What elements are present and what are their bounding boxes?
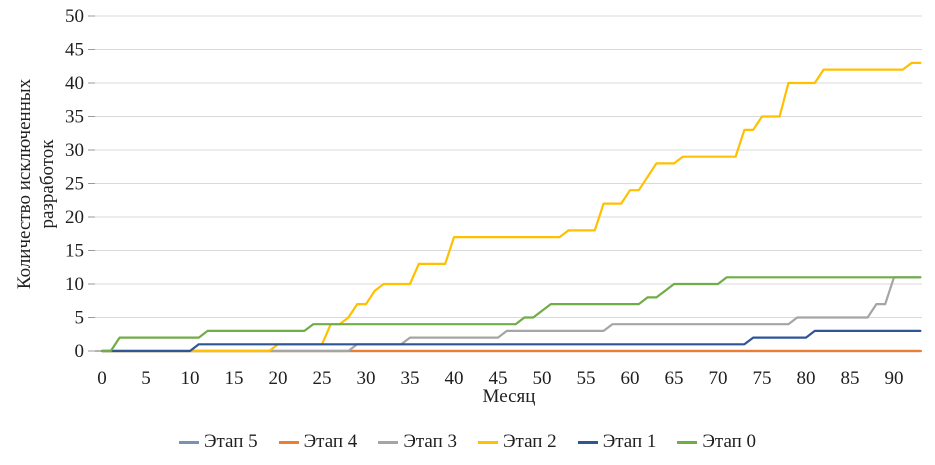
- legend-label: Этап 3: [403, 431, 457, 452]
- legend-label: Этап 4: [303, 431, 358, 452]
- y-axis-tick-label: 45: [65, 40, 84, 61]
- x-axis-tick-label: 15: [225, 368, 244, 389]
- x-axis-tick-label: 45: [489, 368, 508, 389]
- legend-swatch: [677, 440, 698, 444]
- legend-swatch: [478, 440, 498, 444]
- legend-label: Этап 5: [203, 431, 258, 452]
- y-axis-tick-label: 30: [65, 140, 84, 161]
- x-axis-tick-label: 70: [709, 368, 728, 389]
- y-axis-tick-label: 20: [65, 207, 84, 228]
- x-axis-tick-label: 50: [533, 368, 552, 389]
- y-axis-title: Количество исключенных разработок: [13, 79, 59, 289]
- legend-swatch: [278, 440, 299, 444]
- y-axis-tick-label: 35: [65, 107, 84, 128]
- x-axis-tick-label: 60: [621, 368, 640, 389]
- legend-swatch: [577, 440, 598, 444]
- x-axis-tick-label: 55: [577, 368, 596, 389]
- legend-label: Этап 2: [503, 431, 557, 452]
- x-axis-tick-label: 10: [181, 368, 200, 389]
- series-line-etap-1: [100, 329, 922, 353]
- x-axis-title: Месяц: [482, 386, 536, 407]
- chart-legend: Этап 5 Этап 4 Этап 3 Этап 2 Этап 1 Этап 0: [0, 431, 935, 453]
- y-axis-tick-label: 50: [65, 6, 84, 27]
- x-axis-tick-label: 90: [885, 368, 904, 389]
- x-axis-tick-label: 65: [665, 368, 684, 389]
- series-line-etap-3: [100, 276, 922, 353]
- x-axis-tick-label: 85: [841, 368, 860, 389]
- x-axis-tick-label: 20: [269, 368, 288, 389]
- x-axis-tick-label: 0: [97, 368, 107, 389]
- x-axis-tick-label: 40: [445, 368, 464, 389]
- y-axis-tick-label: 0: [75, 341, 85, 362]
- legend-swatch: [178, 440, 199, 444]
- y-axis-title-line2: разработок: [37, 139, 58, 229]
- x-axis-tick-label: 75: [753, 368, 772, 389]
- legend-item-etap-3: Этап 3: [378, 431, 457, 453]
- x-axis-tick-label: 5: [141, 368, 151, 389]
- y-axis-tick-label: 40: [65, 73, 84, 94]
- x-axis-tick-label: 80: [797, 368, 816, 389]
- legend-item-etap-2: Этап 2: [478, 431, 557, 453]
- y-axis-tick-label: 25: [65, 174, 84, 195]
- legend-item-etap-4: Этап 4: [278, 431, 358, 453]
- legend-item-etap-1: Этап 1: [577, 431, 657, 453]
- x-axis-tick-label: 30: [357, 368, 376, 389]
- y-axis-tick-label: 10: [65, 274, 84, 295]
- x-axis-tick-label: 25: [313, 368, 332, 389]
- legend-item-etap-0: Этап 0: [677, 431, 756, 453]
- legend-swatch: [378, 440, 399, 444]
- x-axis-tick-label: 35: [401, 368, 420, 389]
- y-axis-title-line1: Количество исключенных: [14, 78, 35, 290]
- legend-label: Этап 0: [702, 431, 757, 452]
- legend-label: Этап 1: [602, 431, 657, 452]
- y-axis-tick-label: 5: [75, 308, 85, 329]
- legend-item-etap-5: Этап 5: [178, 431, 258, 453]
- y-axis-tick-label: 15: [65, 241, 84, 262]
- series-line-etap-0: [100, 276, 922, 353]
- series-line-etap-2: [100, 61, 922, 353]
